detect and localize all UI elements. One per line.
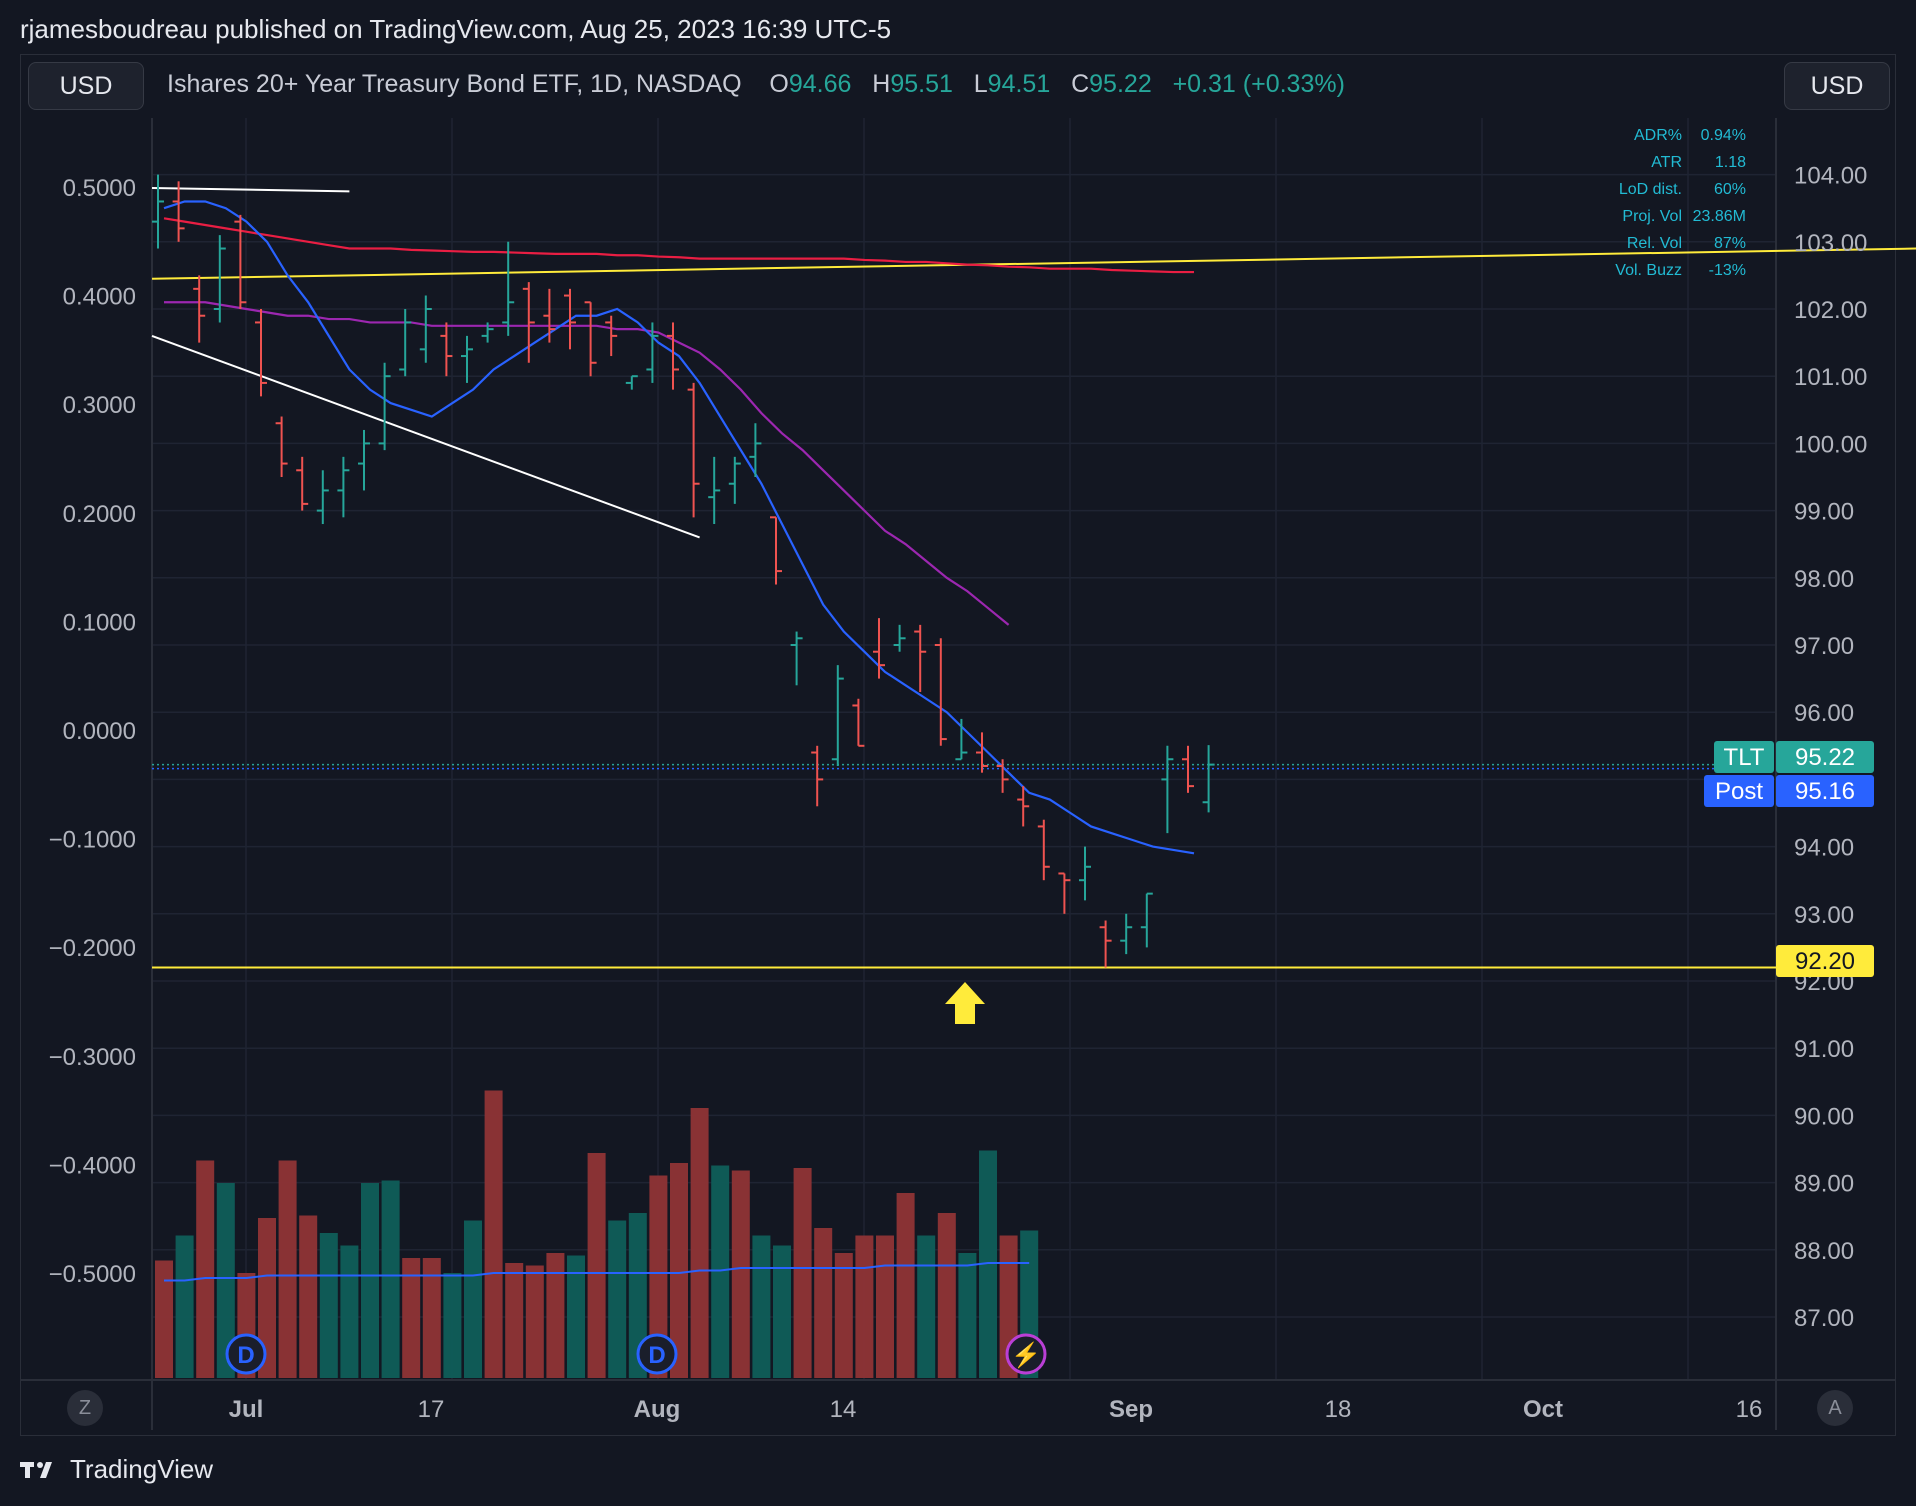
- left-currency-button[interactable]: USD: [28, 62, 144, 110]
- close-label: C: [1071, 70, 1090, 98]
- low-value: 94.51: [987, 70, 1051, 98]
- symbol-legend: Ishares 20+ Year Treasury Bond ETF, 1D, …: [167, 70, 1345, 99]
- tradingview-logo-icon: [20, 1461, 52, 1478]
- open-label: O: [769, 70, 789, 98]
- low-label: L: [973, 70, 988, 98]
- chart-frame: [20, 54, 1896, 1436]
- a-corner-button[interactable]: A: [1817, 1390, 1853, 1426]
- right-currency-button[interactable]: USD: [1784, 62, 1890, 110]
- close-value: 95.22: [1089, 70, 1152, 98]
- symbol-name: Ishares 20+ Year Treasury Bond ETF, 1D, …: [167, 70, 742, 98]
- high-value: 95.51: [890, 70, 953, 98]
- high-label: H: [872, 70, 891, 98]
- publish-line: rjamesboudreau published on TradingView.…: [20, 14, 892, 44]
- footer-brand: TradingView: [20, 1454, 213, 1485]
- change-value: +0.31 (+0.33%): [1172, 70, 1345, 98]
- z-corner-button[interactable]: Z: [67, 1390, 103, 1426]
- footer-brand-text: TradingView: [70, 1454, 214, 1484]
- open-value: 94.66: [788, 70, 852, 98]
